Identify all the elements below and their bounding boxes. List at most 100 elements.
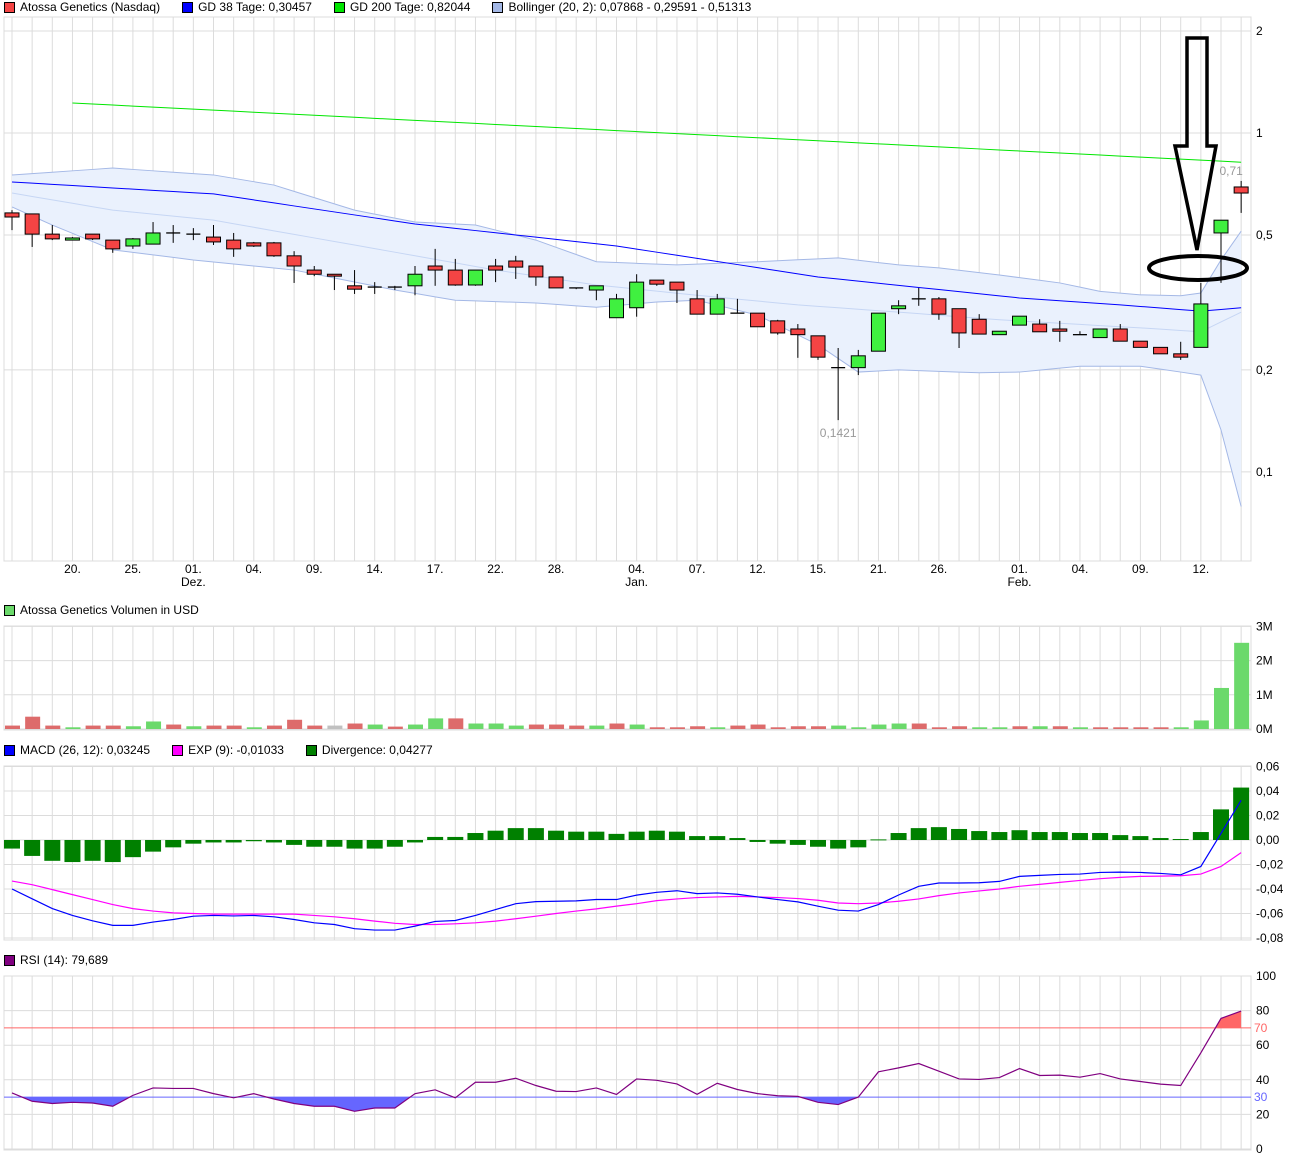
month-tick-label: Feb. [1007,575,1031,589]
candle-body [467,269,483,286]
volume-bar [690,726,706,729]
candle-body [951,308,967,334]
bollinger-upper-line [11,167,1242,297]
volume-bar [65,727,81,729]
macd-line [11,799,1242,931]
legend-label: MACD (26, 12): 0,03245 [20,743,151,757]
divergence-bar [245,840,262,842]
legend-swatch [4,744,15,756]
legend-item-price: Atossa Genetics (Nasdaq) [4,0,160,14]
divergence-bar [286,840,303,845]
price-tick-label: 1 [1256,126,1263,140]
divergence-bar [951,828,968,840]
divergence-bar [648,830,665,840]
divergence-bar [1213,809,1229,840]
divergence-bar [44,840,61,861]
divergence-bar [205,840,222,843]
candle-body [1173,353,1189,358]
candle-body [4,212,20,218]
candle-body [588,285,604,291]
divergence-bar [769,840,786,844]
volume-bar [327,725,343,729]
divergence-bar [850,840,867,848]
candle-body [971,318,987,335]
legend-label: Atossa Genetics Volumen in USD [20,603,199,617]
volume-bar [609,723,625,729]
volume-bar [811,726,826,729]
volume-bar [45,725,61,729]
divergence-bar [890,833,907,840]
legend-swatch [492,1,504,13]
candle-body [629,281,645,309]
divergence-bar [568,831,585,840]
candle-body [145,232,161,245]
volume-tick-label: 1M [1256,688,1273,702]
candle-body [407,273,423,287]
volume-bar [1052,726,1068,729]
candle-body [246,242,262,247]
rsi-oversold-fill [12,1097,1242,1112]
volume-bar [25,716,41,729]
hand-drawn-ellipse [1147,254,1249,282]
volume-bar [1234,642,1250,729]
date-tick-label: 20. [64,562,81,576]
candle-body [24,213,40,235]
candle-body [931,298,947,315]
bollinger-middle-line [11,192,1242,333]
price-tick-label: 0,5 [1256,228,1273,242]
volume-bar [186,726,202,729]
volume-bar [206,725,222,729]
rsi-tick-label: 0 [1256,1142,1263,1156]
volume-bar [1113,727,1129,729]
bollinger-band-fill [12,168,1242,507]
candle-body [1112,328,1128,342]
date-tick-label: 22. [487,562,504,576]
volume-bar [428,718,444,729]
date-tick-label: 04. [245,562,262,576]
divergence-bar [447,836,464,840]
volume-bar [508,725,524,729]
candle-body [1213,219,1229,234]
volume-bar [105,725,121,729]
candle-body [347,285,363,290]
macd-panel-frame [3,765,1252,941]
month-tick-label: Dez. [181,575,206,589]
candle-body [488,265,504,271]
volume-bar [972,727,988,729]
legend-item-macd: MACD (26, 12): 0,03245 [4,743,150,757]
candle-body [1153,346,1169,355]
candle-body [1132,340,1148,348]
legend-swatch [4,1,15,13]
volume-bar [1133,727,1149,729]
divergence-bar [1132,836,1149,840]
legend-item-exp: EXP (9): -0,01033 [172,743,284,757]
divergence-bar [185,840,202,844]
macd-tick-label: 0,00 [1256,833,1280,847]
volume-bar [649,727,665,729]
divergence-bar [810,840,826,847]
rsi-tick-label: 40 [1256,1073,1270,1087]
price-panel-frame [3,16,1252,562]
legend-label: Atossa Genetics (Nasdaq) [20,0,161,14]
volume-bar [750,724,766,729]
candle-body [1193,303,1209,348]
volume-bar [669,727,685,729]
legend-label: RSI (14): 79,689 [20,953,109,967]
volume-bar [730,725,746,729]
date-tick-label: 07. [689,562,706,576]
gd200-line [72,102,1242,163]
gd38-line [11,181,1242,312]
divergence-bar [265,840,282,843]
candle-body [105,239,121,250]
legend-item-gd38: GD 38 Tage: 0,30457 [182,0,312,14]
divergence-bar [306,840,323,847]
divergence-bar [830,840,847,849]
price-tick-label: 0,1 [1256,465,1273,479]
rsi-tick-label: 80 [1256,1004,1270,1018]
divergence-bar [689,836,706,840]
divergence-bar [1071,833,1088,840]
divergence-bar [1172,839,1189,841]
candle-body [891,305,907,310]
divergence-bar [991,832,1008,840]
divergence-bar [4,840,20,849]
